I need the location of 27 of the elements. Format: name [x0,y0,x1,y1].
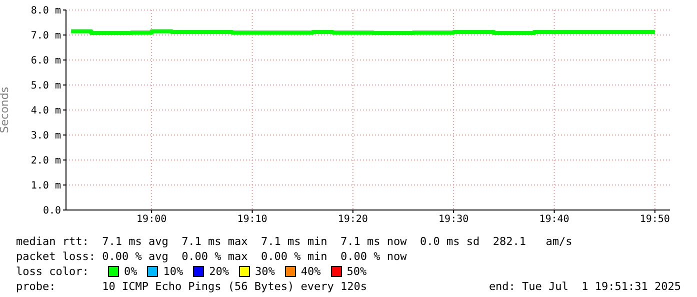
y-tick-label: 7.0 m [30,30,61,42]
text: packet loss: 0.00 % avg 0.00 % max 0.00 % min 0.00 % now [16,249,408,264]
legend-label: 30% [255,264,275,279]
text: probe: 10 ICMP Echo Pings (56 Bytes) every 120s [16,279,367,294]
y-tick-label: 2.0 m [30,156,61,167]
x-tick-label: 19:30 [438,214,469,226]
y-tick-label: 5.0 m [30,80,61,92]
y-tick-label: 1.0 m [30,180,61,192]
text: median rtt: 7.1 ms avg 7.1 ms max 7.1 ms min 7.1 ms now 0.0 ms sd 282.1 am/s [16,234,574,249]
legend-label: 10% [163,264,184,279]
y-axis-title: Seconds [0,86,11,134]
legend-label: 40% [300,264,321,279]
y-tick-label: 6.0 m [30,56,61,67]
legend-label: 20% [209,264,229,279]
x-tick-label: 19:00 [136,214,167,226]
x-tick-label: 19:40 [539,214,570,226]
y-tick-label: 0.0 [42,206,61,217]
x-tick-label: 19:20 [338,214,368,226]
text: end: Tue Jul 1 19:51:31 2025 [488,279,681,294]
x-tick-label: 19:50 [640,214,670,226]
y-tick-label: 4.0 m [30,106,61,117]
x-tick-label: 19:10 [237,214,268,226]
legend-label: 0% [124,264,138,279]
y-tick-label: 8.0 m [30,6,61,17]
y-tick-label: 3.0 m [30,130,61,142]
legend-title: loss color: [16,264,90,279]
legend-label: 50% [346,264,367,279]
